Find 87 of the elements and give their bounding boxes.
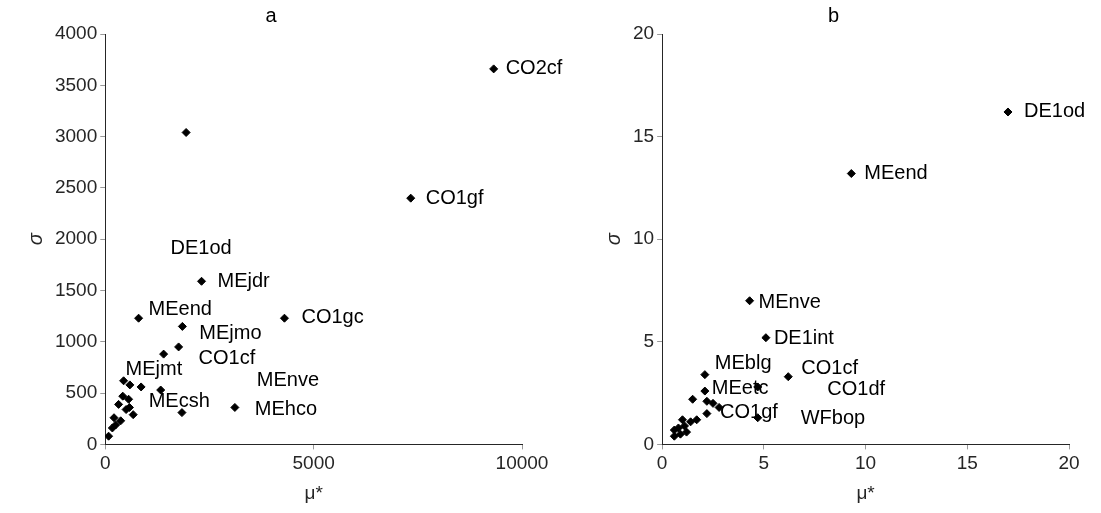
x-tick-label: 10 <box>855 452 877 474</box>
x-tick-label: 10000 <box>495 452 549 474</box>
point <box>1003 107 1013 117</box>
y-tick-label: 15 <box>632 124 655 146</box>
x-tick-label: 20 <box>1058 452 1080 474</box>
annotation: MEcsh <box>148 388 210 411</box>
point <box>702 396 712 406</box>
point <box>686 417 696 427</box>
annotation: MEblg <box>714 351 772 374</box>
point <box>174 342 184 352</box>
y-tick-label: 3500 <box>54 73 98 95</box>
x-tick-label: 5 <box>758 452 770 474</box>
chart-title: a <box>265 3 278 26</box>
y-tick-label: 500 <box>65 381 98 403</box>
x-axis-title: μ* <box>856 481 876 503</box>
y-tick-label: 0 <box>643 432 655 454</box>
annotation: MEjdr <box>217 268 271 291</box>
point <box>136 382 146 392</box>
point <box>692 415 702 425</box>
point <box>159 349 169 359</box>
x-tick-label: 15 <box>956 452 978 474</box>
chart-title: b <box>827 3 840 26</box>
point <box>177 321 187 331</box>
y-tick-label: 20 <box>632 22 655 44</box>
point <box>197 276 207 286</box>
y-tick-label: 5 <box>643 330 655 352</box>
annotation: CO1gf <box>720 399 779 422</box>
point <box>279 313 289 323</box>
y-tick-label: 2500 <box>54 176 98 198</box>
point <box>700 386 710 396</box>
y-tick-label: 1000 <box>54 330 98 352</box>
point <box>783 372 793 382</box>
annotation: MEnve <box>256 367 320 390</box>
annotation: MEjmt <box>125 357 183 380</box>
y-tick-label: 2000 <box>54 227 98 249</box>
point <box>702 409 712 419</box>
annotation: CO1cf <box>198 346 256 369</box>
y-tick-label: 0 <box>86 432 98 454</box>
annotation: CO2cf <box>505 56 563 79</box>
point <box>128 410 138 420</box>
y-tick-label: 1500 <box>54 278 98 300</box>
point <box>677 415 687 425</box>
y-tick-label: 10 <box>632 227 655 249</box>
point <box>116 416 126 426</box>
point <box>682 427 692 437</box>
point <box>114 399 124 409</box>
annotation: CO1df <box>827 377 886 400</box>
point <box>708 398 718 408</box>
point <box>181 128 191 137</box>
point <box>846 169 856 179</box>
annotation: MEjmo <box>199 320 262 343</box>
point <box>105 431 114 441</box>
annotation: CO1cf <box>801 356 859 379</box>
point <box>125 380 135 390</box>
x-axis-title: μ* <box>304 481 324 503</box>
point <box>688 394 698 404</box>
point <box>680 421 690 431</box>
point <box>177 408 187 418</box>
annotation: MEnve <box>758 290 821 313</box>
annotation: MEend <box>148 296 212 319</box>
point <box>230 402 240 412</box>
annotation: CO1gf <box>425 185 484 208</box>
annotation: CO1gc <box>301 304 364 327</box>
point <box>669 425 679 435</box>
annotation: MEetc <box>711 375 769 398</box>
point <box>124 394 134 404</box>
annotation: MEhco <box>254 396 318 419</box>
point <box>134 313 144 323</box>
annotation: MEend <box>864 161 928 184</box>
annotation: WFbop <box>800 406 866 429</box>
annotation: DE1od <box>1023 99 1086 122</box>
y-tick-label: 3000 <box>54 124 98 146</box>
point <box>118 391 128 401</box>
point <box>119 376 129 386</box>
point <box>109 413 119 423</box>
annotation: DE1int <box>773 326 835 349</box>
point <box>745 296 755 306</box>
point <box>700 370 710 380</box>
annotation: DE1od <box>170 235 232 258</box>
x-tick-label: 5000 <box>292 452 335 474</box>
y-axis-title: σ <box>23 232 46 246</box>
y-axis-title: σ <box>601 232 624 246</box>
y-tick-label: 4000 <box>54 22 98 44</box>
point <box>761 333 771 343</box>
point <box>406 193 416 203</box>
point <box>107 423 117 433</box>
point <box>489 64 499 74</box>
